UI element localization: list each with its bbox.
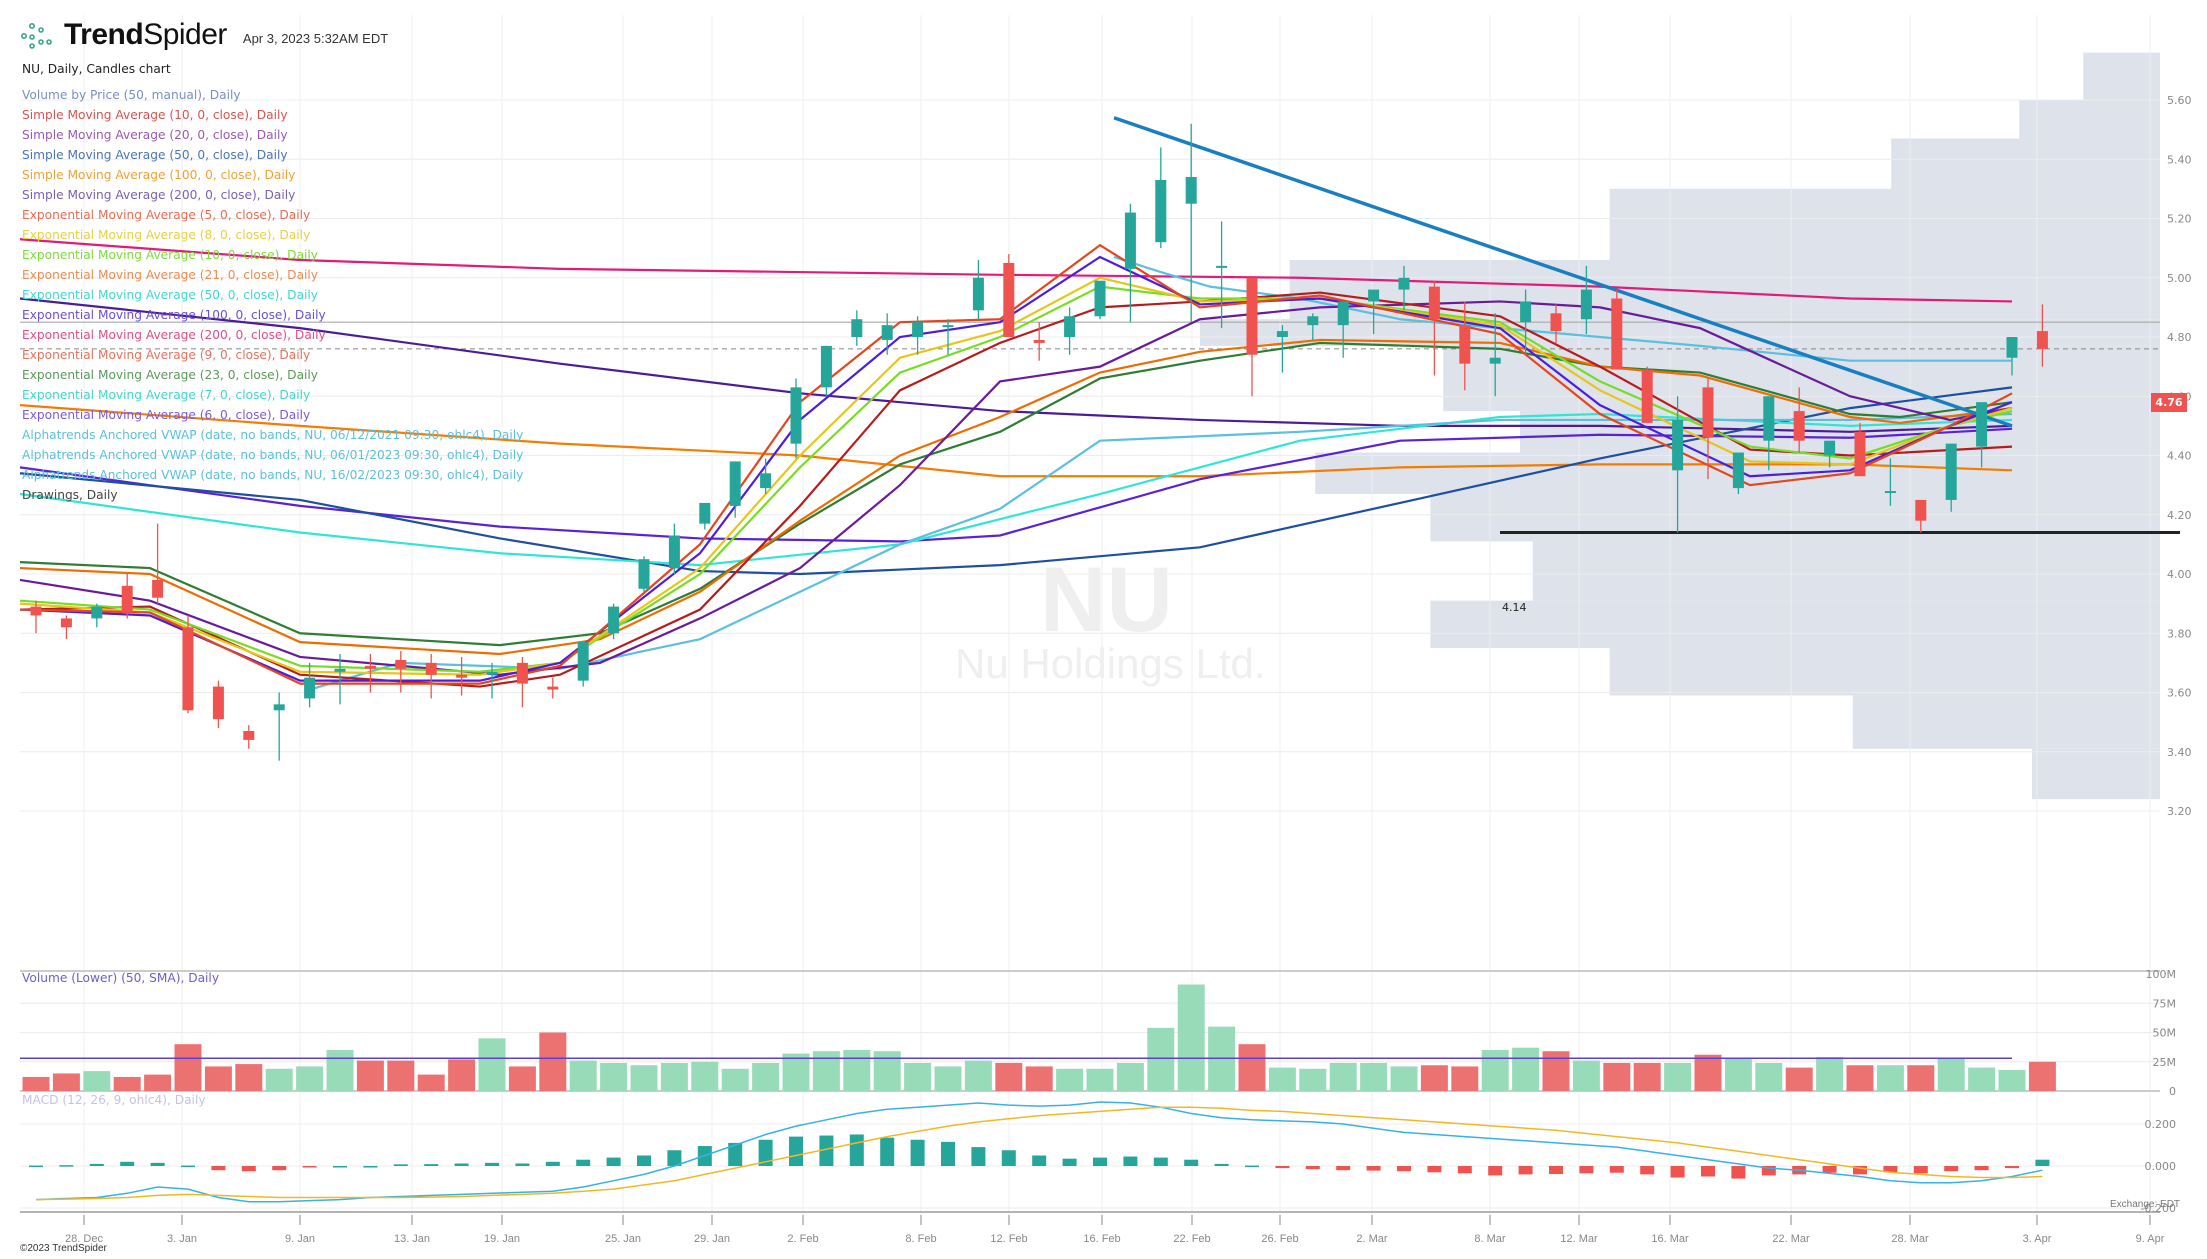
svg-text:5.00: 5.00	[2167, 272, 2192, 285]
svg-text:4.80: 4.80	[2167, 331, 2192, 344]
ma-line	[19, 386, 2013, 576]
ma-line	[19, 255, 2013, 682]
legend-item[interactable]: Exponential Moving Average (50, 0, close…	[22, 288, 319, 302]
ma-line	[19, 341, 2013, 647]
svg-text:4.20: 4.20	[2167, 509, 2192, 522]
svg-text:3. Jan: 3. Jan	[167, 1233, 197, 1245]
legend-item[interactable]: Exponential Moving Average (6, 0, close)…	[22, 408, 311, 422]
ma-line	[309, 412, 2013, 691]
svg-text:9. Apr: 9. Apr	[2136, 1233, 2165, 1245]
legend-item[interactable]: Exponential Moving Average (9, 0, close)…	[22, 348, 311, 362]
legend-item[interactable]: Alphatrends Anchored VWAP (date, no band…	[22, 428, 524, 442]
legend-item[interactable]: Alphatrends Anchored VWAP (date, no band…	[22, 448, 524, 462]
svg-text:3.60: 3.60	[2167, 687, 2192, 700]
macd-histogram	[29, 1134, 2050, 1179]
brand-light: Spider	[143, 18, 227, 51]
legend-item[interactable]: Exponential Moving Average (7, 0, close)…	[22, 388, 311, 402]
svg-text:9. Jan: 9. Jan	[285, 1233, 315, 1245]
svg-text:5.20: 5.20	[2167, 213, 2192, 226]
legend-item[interactable]: Exponential Moving Average (10, 0, close…	[22, 248, 319, 262]
ma-line	[19, 285, 2013, 673]
chart-title: NU, Daily, Candles chart	[22, 62, 171, 76]
legend-item[interactable]: Simple Moving Average (100, 0, close), D…	[22, 168, 296, 182]
svg-text:12. Feb: 12. Feb	[990, 1233, 1027, 1245]
svg-text:75M: 75M	[2153, 997, 2177, 1010]
svg-text:8. Mar: 8. Mar	[1474, 1233, 1506, 1245]
legend-item[interactable]: Drawings, Daily	[22, 488, 118, 502]
legend-item[interactable]: Exponential Moving Average (100, 0, clos…	[22, 308, 326, 322]
svg-text:28. Dec: 28. Dec	[65, 1233, 103, 1245]
svg-text:12. Mar: 12. Mar	[1560, 1233, 1598, 1245]
ma-line	[19, 276, 2013, 676]
legend-item[interactable]: Volume by Price (50, manual), Daily	[22, 88, 241, 102]
svg-text:2. Feb: 2. Feb	[787, 1233, 818, 1245]
brand-logo: TrendSpider	[64, 18, 227, 52]
legend-item[interactable]: Alphatrends Anchored VWAP (date, no band…	[22, 468, 524, 482]
legend-item[interactable]: Exponential Moving Average (23, 0, close…	[22, 368, 319, 382]
legend-item[interactable]: Simple Moving Average (20, 0, close), Da…	[22, 128, 288, 142]
exchange-timezone: Exchange: EDT	[2110, 1199, 2181, 1210]
legend-item[interactable]: Simple Moving Average (50, 0, close), Da…	[22, 148, 288, 162]
legend-item[interactable]: Exponential Moving Average (8, 0, close)…	[22, 228, 311, 242]
legend-items: Volume by Price (50, manual), Daily Simpl…	[22, 85, 523, 505]
svg-text:26. Feb: 26. Feb	[1261, 1233, 1298, 1245]
ma-line	[1113, 255, 2012, 362]
timestamp: Apr 3, 2023 5:32AM EDT	[242, 30, 389, 46]
legend-item[interactable]: Exponential Moving Average (200, 0, clos…	[22, 328, 326, 342]
svg-text:5.40: 5.40	[2167, 153, 2192, 166]
legend-item[interactable]: Simple Moving Average (200, 0, close), D…	[22, 188, 296, 202]
svg-text:4.40: 4.40	[2167, 450, 2192, 463]
brand-bold: Trend	[64, 18, 144, 51]
svg-text:2. Mar: 2. Mar	[1356, 1233, 1388, 1245]
svg-text:22. Mar: 22. Mar	[1772, 1233, 1810, 1245]
svg-text:100M: 100M	[2146, 968, 2177, 981]
trendline-drawing[interactable]	[1113, 116, 2013, 428]
svg-text:3. Apr: 3. Apr	[2023, 1233, 2052, 1245]
copyright: ©2023 TrendSpider	[20, 1243, 107, 1254]
trendspider-logo-icon	[20, 22, 52, 49]
svg-text:16. Mar: 16. Mar	[1651, 1233, 1689, 1245]
svg-text:25M: 25M	[2153, 1056, 2177, 1069]
svg-text:8. Feb: 8. Feb	[905, 1233, 936, 1245]
macd-pane-label: MACD (12, 26, 9, ohlc4), Daily	[22, 1093, 206, 1107]
indicator-legend: NU, Daily, Candles chart Volume by Price…	[22, 59, 523, 505]
ma-line	[19, 297, 2013, 433]
svg-text:16. Feb: 16. Feb	[1083, 1233, 1120, 1245]
svg-text:28. Mar: 28. Mar	[1891, 1233, 1929, 1245]
svg-text:5.60: 5.60	[2167, 94, 2192, 107]
volume-pane-label: Volume (Lower) (50, SMA), Daily	[22, 971, 220, 985]
svg-text:3.40: 3.40	[2167, 746, 2192, 759]
svg-text:25. Jan: 25. Jan	[605, 1233, 641, 1245]
support-level-label: 4.14	[1502, 601, 1527, 614]
svg-text:13. Jan: 13. Jan	[394, 1233, 430, 1245]
volume-bars	[22, 984, 2056, 1091]
svg-text:22. Feb: 22. Feb	[1173, 1233, 1210, 1245]
ma-line	[19, 243, 2013, 685]
header: TrendSpider Apr 3, 2023 5:32AM EDT	[20, 18, 388, 52]
legend-item[interactable]: Simple Moving Average (10, 0, close), Da…	[22, 108, 288, 122]
ma-line	[19, 427, 2013, 543]
macd-signal-line	[35, 1106, 2043, 1201]
legend-item[interactable]: Exponential Moving Average (5, 0, close)…	[22, 208, 311, 222]
last-price-tag: 4.76	[2151, 393, 2187, 412]
candles	[30, 123, 2048, 761]
svg-text:3.20: 3.20	[2167, 805, 2192, 818]
ma-line	[19, 338, 2013, 656]
svg-text:19. Jan: 19. Jan	[484, 1233, 520, 1245]
grid: 5.605.405.205.004.804.604.404.204.003.80…	[20, 15, 2192, 1245]
legend-item[interactable]: Exponential Moving Average (21, 0, close…	[22, 268, 319, 282]
watermark-name: Nu Holdings Ltd.	[955, 640, 1266, 687]
svg-text:4.00: 4.00	[2167, 568, 2192, 581]
svg-text:3.80: 3.80	[2167, 627, 2192, 640]
svg-text:0.000: 0.000	[2145, 1160, 2177, 1173]
svg-text:0.200: 0.200	[2145, 1118, 2177, 1131]
svg-text:0: 0	[2169, 1085, 2176, 1098]
svg-text:29. Jan: 29. Jan	[694, 1233, 730, 1245]
watermark-symbol: NU	[1040, 549, 1173, 651]
svg-text:50M: 50M	[2153, 1027, 2177, 1040]
